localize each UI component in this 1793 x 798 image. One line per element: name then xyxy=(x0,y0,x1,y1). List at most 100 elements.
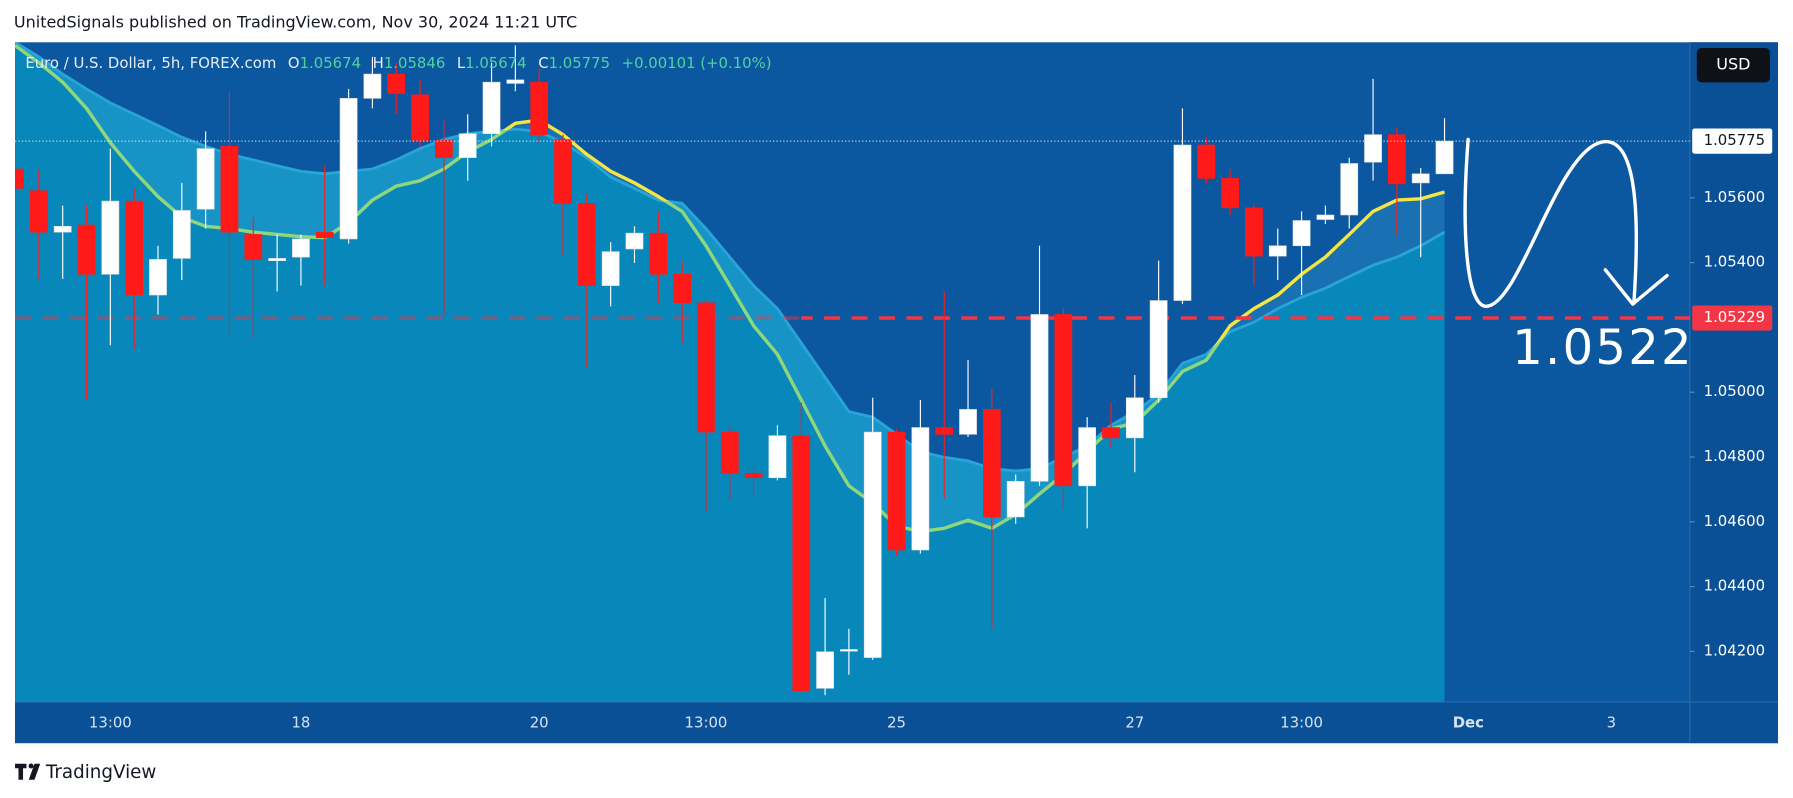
publish-header: UnitedSignals published on TradingView.c… xyxy=(14,12,577,31)
candle-body xyxy=(1435,140,1454,175)
price-level-box xyxy=(1692,305,1773,331)
candle-body xyxy=(30,190,48,233)
candle-body xyxy=(220,146,239,233)
ohlc-key: H xyxy=(373,54,384,72)
candle-body xyxy=(959,409,977,435)
ohlc-value: 1.05775 xyxy=(549,54,610,72)
time-axis xyxy=(15,701,1778,744)
candle-body xyxy=(1125,397,1144,439)
plot-area xyxy=(15,42,1690,702)
candle-body xyxy=(1030,314,1049,482)
ohlc-key: C xyxy=(538,54,548,72)
candle-body xyxy=(744,472,763,479)
candle-body xyxy=(172,210,191,259)
ohlc-key: O xyxy=(288,54,300,72)
candle-body xyxy=(1173,144,1192,301)
logo-part xyxy=(15,763,27,780)
x-tick-label: 27 xyxy=(1125,714,1144,732)
candle-body xyxy=(15,168,24,189)
candle-body xyxy=(1411,173,1430,184)
legend: Euro / U.S. Dollar, 5h, FOREX.com O1.056… xyxy=(25,54,771,72)
candle-body xyxy=(1078,427,1097,487)
ohlc-value: 1.05674 xyxy=(465,54,526,72)
candle-body xyxy=(768,435,787,479)
x-tick-label: Dec xyxy=(1453,714,1484,732)
candle-body xyxy=(1102,427,1120,439)
last-price-label: 1.05775 xyxy=(1704,131,1765,149)
x-tick-label: 3 xyxy=(1607,714,1616,732)
ohlc-value: 1.05674 xyxy=(300,54,361,72)
candle-body xyxy=(911,427,930,551)
candle-body xyxy=(697,302,715,433)
currency-label[interactable]: USD xyxy=(1716,55,1750,74)
ohlc-value: 1.05846 xyxy=(384,54,445,72)
annotation: 1.0522 xyxy=(1512,320,1694,376)
brand-logo xyxy=(15,763,41,780)
candle-body xyxy=(458,133,477,158)
candle-body xyxy=(506,79,525,84)
candle-body xyxy=(77,224,96,275)
candle-body xyxy=(673,273,691,304)
y-tick-label: 1.04200 xyxy=(1704,641,1765,659)
candle-body xyxy=(1268,245,1287,257)
ma-area xyxy=(15,42,1445,702)
axes: 1.05600 1.05400 1.05000 1.04800 1.04600 1.044… xyxy=(89,128,1773,732)
candle-body xyxy=(816,651,834,689)
x-tick-label: 13:00 xyxy=(685,714,728,732)
candle-body xyxy=(292,238,310,258)
candle-body xyxy=(935,427,954,435)
y-tick-label: 1.05400 xyxy=(1704,253,1765,271)
y-tick-label: 1.04600 xyxy=(1704,512,1765,530)
candle-body xyxy=(1245,207,1263,257)
candle-body xyxy=(1197,144,1216,179)
symbol: Euro / U.S. Dollar, 5h, FOREX.com xyxy=(25,54,276,72)
candle-body xyxy=(196,148,215,210)
arrow-head xyxy=(1603,268,1669,306)
change: +0.00101 (+0.10%) xyxy=(622,54,772,72)
logo-part xyxy=(28,763,41,780)
candle-body xyxy=(149,259,167,296)
ma-slow-line xyxy=(15,42,1446,473)
candle-body xyxy=(625,232,644,250)
candle-body xyxy=(315,231,334,238)
candle-body xyxy=(792,435,811,691)
y-tick-label: 1.04400 xyxy=(1704,577,1765,595)
logo-part xyxy=(28,763,34,769)
drawn-arrow xyxy=(1463,137,1639,309)
candle-body xyxy=(982,409,1001,518)
y-tick-label: 1.05000 xyxy=(1704,382,1765,400)
candle-body xyxy=(554,139,572,204)
candle-body xyxy=(863,431,882,658)
candle-body xyxy=(1149,300,1168,399)
price-level-label: 1.05229 xyxy=(1704,308,1765,326)
brand-name: TradingView xyxy=(45,762,157,783)
candle-body xyxy=(1340,163,1359,216)
candle-body xyxy=(411,94,429,141)
candle-body xyxy=(1316,214,1335,220)
candle-body xyxy=(482,81,501,134)
candle-body xyxy=(1221,178,1239,209)
candle-body xyxy=(125,200,144,296)
x-tick-label: 13:00 xyxy=(1280,714,1323,732)
last-price-box xyxy=(1692,128,1773,154)
candle-body xyxy=(887,431,906,551)
candle-body xyxy=(577,203,596,286)
candle-body xyxy=(530,81,549,135)
y-tick-label: 1.04800 xyxy=(1704,447,1765,465)
candle-body xyxy=(387,73,406,94)
x-tick-label: 13:00 xyxy=(89,714,132,732)
y-tick-label: 1.05600 xyxy=(1704,188,1765,206)
candle-body xyxy=(1006,481,1025,518)
candle-body xyxy=(339,98,358,240)
candle-body xyxy=(101,200,120,275)
candle-body xyxy=(53,226,72,233)
candle-body xyxy=(435,140,453,158)
candle-body xyxy=(268,258,286,261)
x-tick-label: 18 xyxy=(291,714,310,732)
candle-body xyxy=(720,431,739,474)
currency-button[interactable] xyxy=(1696,48,1770,83)
candle-body xyxy=(363,73,382,99)
candle-body xyxy=(1054,314,1073,487)
